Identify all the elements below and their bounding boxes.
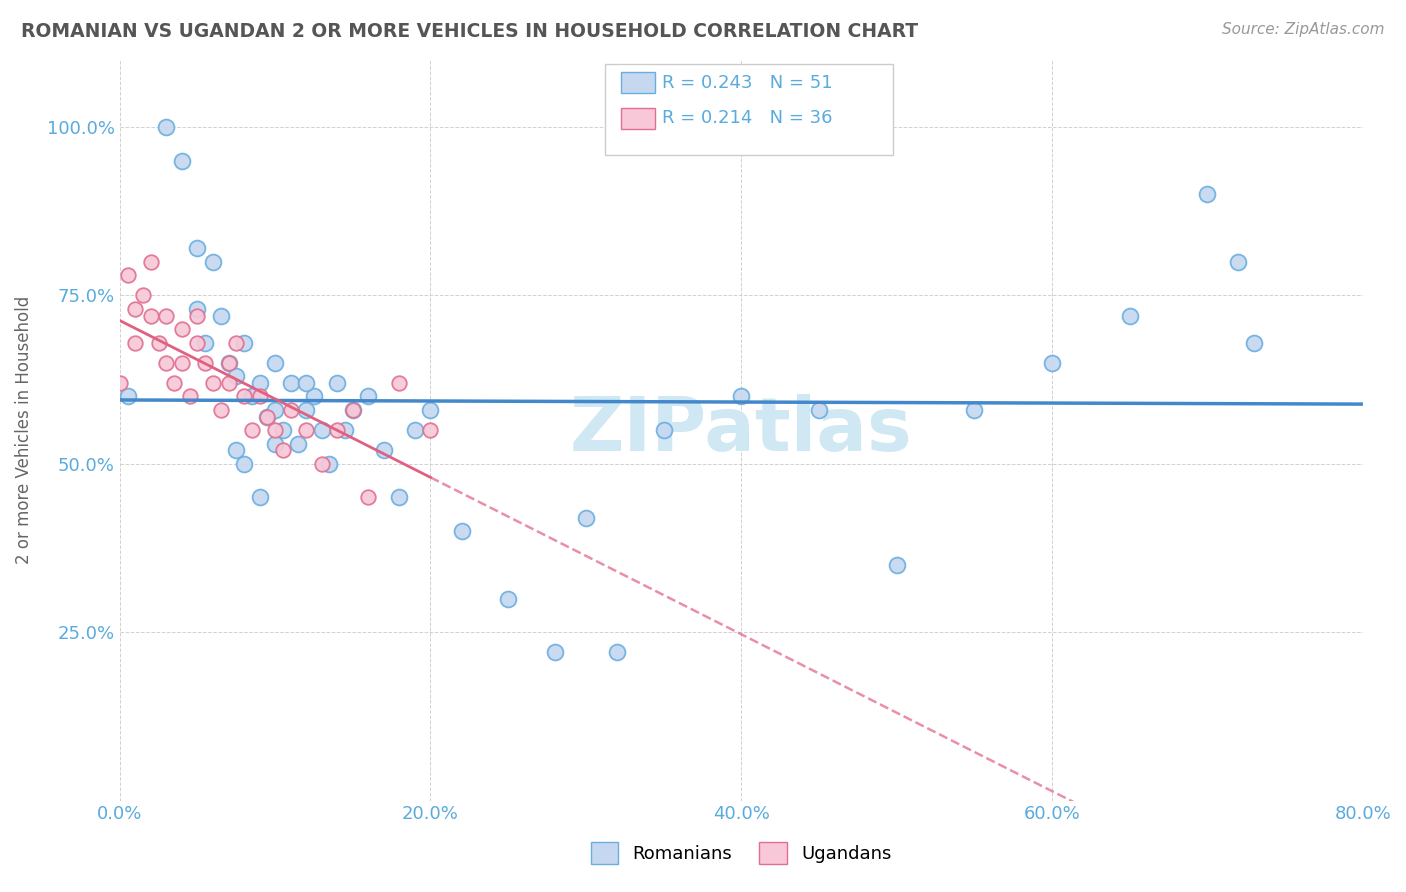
Point xyxy=(209,403,232,417)
Point xyxy=(155,356,177,370)
Point xyxy=(194,356,217,370)
Point xyxy=(225,369,247,384)
Point xyxy=(240,389,263,403)
Point xyxy=(450,524,472,538)
Point xyxy=(186,309,208,323)
Point xyxy=(271,423,294,437)
Point xyxy=(295,403,318,417)
Point xyxy=(249,491,271,505)
Text: ZIPatlas: ZIPatlas xyxy=(569,393,912,467)
Point xyxy=(201,376,224,390)
Text: R = 0.214   N = 36: R = 0.214 N = 36 xyxy=(662,110,832,128)
Point xyxy=(1243,335,1265,350)
Point xyxy=(311,457,333,471)
Point xyxy=(148,335,170,350)
Point xyxy=(170,322,193,336)
Point xyxy=(730,389,752,403)
Point xyxy=(186,301,208,316)
Point xyxy=(256,409,278,424)
Point xyxy=(496,591,519,606)
Point xyxy=(886,558,908,572)
Point xyxy=(124,335,146,350)
Point xyxy=(117,268,139,282)
Point xyxy=(264,403,287,417)
Point xyxy=(124,301,146,316)
Point xyxy=(342,403,364,417)
Point xyxy=(388,376,411,390)
Y-axis label: 2 or more Vehicles in Household: 2 or more Vehicles in Household xyxy=(15,296,32,565)
Point xyxy=(302,389,325,403)
Point xyxy=(807,403,830,417)
Point xyxy=(388,491,411,505)
Point xyxy=(1040,356,1063,370)
Point xyxy=(155,120,177,134)
Point xyxy=(311,423,333,437)
Point xyxy=(271,443,294,458)
Point xyxy=(186,241,208,255)
Point xyxy=(1118,309,1140,323)
Point xyxy=(249,376,271,390)
Point xyxy=(139,309,162,323)
Text: R = 0.243   N = 51: R = 0.243 N = 51 xyxy=(662,74,832,92)
Point xyxy=(1197,187,1219,202)
Point xyxy=(225,443,247,458)
Text: ROMANIAN VS UGANDAN 2 OR MORE VEHICLES IN HOUSEHOLD CORRELATION CHART: ROMANIAN VS UGANDAN 2 OR MORE VEHICLES I… xyxy=(21,22,918,41)
Point xyxy=(233,389,256,403)
Point xyxy=(606,645,628,659)
Point xyxy=(186,335,208,350)
Legend: Romanians, Ugandans: Romanians, Ugandans xyxy=(582,833,900,873)
Point xyxy=(117,389,139,403)
Point xyxy=(201,254,224,268)
Point xyxy=(287,436,309,450)
Point xyxy=(295,376,318,390)
Point xyxy=(218,356,240,370)
Point xyxy=(373,443,395,458)
Point xyxy=(233,335,256,350)
Point xyxy=(139,254,162,268)
Point xyxy=(194,335,217,350)
Point xyxy=(326,376,349,390)
Point xyxy=(218,356,240,370)
Text: Source: ZipAtlas.com: Source: ZipAtlas.com xyxy=(1222,22,1385,37)
Point xyxy=(264,423,287,437)
Point xyxy=(264,436,287,450)
Point xyxy=(1227,254,1250,268)
Point xyxy=(249,389,271,403)
Point xyxy=(240,423,263,437)
Point xyxy=(132,288,155,302)
Point xyxy=(155,309,177,323)
Point xyxy=(233,457,256,471)
Point xyxy=(170,153,193,168)
Point xyxy=(225,335,247,350)
Point xyxy=(179,389,201,403)
Point xyxy=(419,403,441,417)
Point xyxy=(264,356,287,370)
Point xyxy=(218,376,240,390)
Point xyxy=(326,423,349,437)
Point xyxy=(280,403,302,417)
Point xyxy=(575,510,598,524)
Point xyxy=(963,403,986,417)
Point xyxy=(163,376,186,390)
Point xyxy=(544,645,567,659)
Point xyxy=(280,376,302,390)
Point xyxy=(170,356,193,370)
Point xyxy=(342,403,364,417)
Point xyxy=(333,423,356,437)
Point xyxy=(404,423,426,437)
Point xyxy=(318,457,340,471)
Point xyxy=(108,376,131,390)
Point xyxy=(209,309,232,323)
Point xyxy=(419,423,441,437)
Point xyxy=(357,389,380,403)
Point xyxy=(256,409,278,424)
Point xyxy=(357,491,380,505)
Point xyxy=(295,423,318,437)
Point xyxy=(652,423,675,437)
